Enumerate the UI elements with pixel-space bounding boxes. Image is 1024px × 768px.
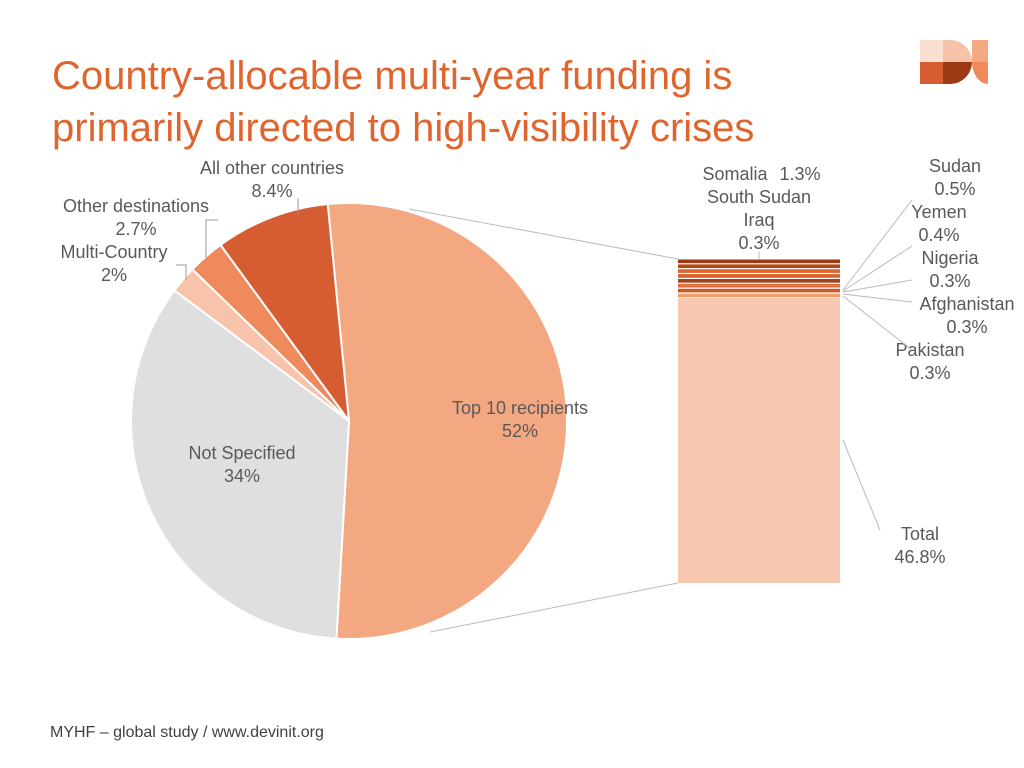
bar-label-name: Iraq	[743, 210, 774, 230]
bar-label-name: Nigeria	[921, 248, 979, 268]
devinit-logo	[920, 40, 990, 91]
bar-segment-total	[678, 298, 840, 583]
pie-label-value: 52%	[502, 421, 538, 441]
bar-label-value: 0.3%	[738, 233, 779, 253]
pie-slice-not-specified	[130, 288, 351, 640]
bar-label-name: South Sudan	[707, 187, 811, 207]
leader-line	[205, 219, 218, 258]
bar-label-name: Afghanistan	[919, 294, 1014, 314]
bar-label-value: 0.5%	[934, 179, 975, 199]
bar-label-value: 46.8%	[894, 547, 945, 567]
pie-slice-top-10-recipients	[326, 202, 568, 640]
connector-line	[408, 208, 679, 260]
bar-label-value: 0.3%	[946, 317, 987, 337]
footer: MYHF – global study / www.devinit.org	[50, 724, 324, 741]
bar-segment-somalia	[678, 259, 840, 264]
bar-label-value: 0.3%	[909, 363, 950, 383]
pie-label-name: Other destinations	[63, 196, 209, 216]
pie-label-name: Top 10 recipients	[452, 398, 588, 418]
pie-label-value: 8.4%	[251, 181, 292, 201]
connector-line	[429, 582, 679, 633]
bar-label-value: 0.4%	[918, 225, 959, 245]
bar-label-name: Pakistan	[895, 340, 964, 360]
bar-label-name: Yemen	[911, 202, 966, 222]
pie-label-value: 2.7%	[115, 219, 156, 239]
leader-line	[842, 199, 913, 291]
pie-label-name: Not Specified	[188, 443, 295, 463]
bar-label-name: Total	[901, 524, 939, 544]
bar-label-value: 0.3%	[929, 271, 970, 291]
leader-line	[842, 293, 913, 303]
bar-segment-afghanistan	[678, 288, 840, 293]
bar-segment-south-sudan	[678, 264, 840, 269]
leader-line	[176, 264, 187, 280]
leader-line	[842, 439, 881, 531]
bar-segment-yemen	[678, 279, 840, 283]
bar-segment-sudan	[678, 274, 840, 278]
pie-label-value: 34%	[224, 466, 260, 486]
pie-label-value: 2%	[101, 265, 127, 285]
pie-label-name: All other countries	[200, 158, 344, 178]
bar-label-name: Somalia	[702, 164, 768, 184]
pie-slice-all-other-countries	[219, 202, 351, 425]
leader-line	[842, 295, 913, 351]
leader-line	[842, 279, 913, 293]
pie-label-name: Multi-Country	[60, 242, 167, 262]
page-title: Country-allocable multi-year funding is …	[52, 54, 755, 150]
bar-segment-iraq	[678, 269, 840, 273]
bar-segment-pakistan	[678, 293, 840, 298]
leader-line	[842, 245, 913, 292]
bar-segment-nigeria	[678, 283, 840, 288]
bar-label-value: 1.3%	[779, 164, 820, 184]
bar-label-name: Sudan	[929, 156, 981, 176]
